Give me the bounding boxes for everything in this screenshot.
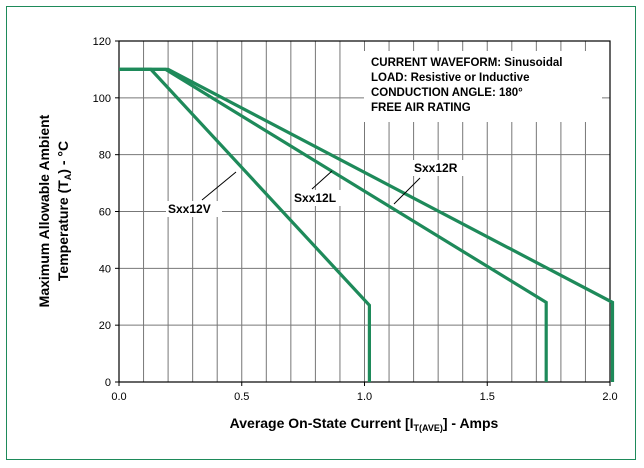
y-axis-title-tail: ) - °C <box>55 141 71 174</box>
leader-line <box>393 177 421 205</box>
x-axis-title-main: Average On-State Current [I <box>230 415 414 431</box>
series-label-sxx12r: Sxx12R <box>393 160 468 205</box>
leader-line <box>201 171 237 201</box>
x-tick-label: 0.0 <box>111 391 126 403</box>
x-tick-label: 1.5 <box>480 391 495 403</box>
x-tick-label: 1.0 <box>357 391 372 403</box>
x-axis-title-subscript: T(AVE) <box>414 423 443 433</box>
series-label-text: Sxx12L <box>294 191 336 205</box>
conditions-note-background <box>364 51 602 122</box>
series <box>119 67 615 382</box>
series-label-text: Sxx12V <box>168 202 211 216</box>
y-tick-label: 0 <box>105 377 111 389</box>
x-axis-title: Average On-State Current [IT(AVE)] - Amp… <box>230 415 499 433</box>
note-line-4: FREE AIR RATING <box>371 102 471 114</box>
series-label-background <box>292 190 348 206</box>
y-axis-title-line-2: Temperature (TA) - °C <box>55 141 73 281</box>
series-label-background <box>166 201 222 217</box>
x-tick-label: 2.0 <box>602 391 617 403</box>
note-line-3: CONDUCTION ANGLE: 180° <box>371 87 523 99</box>
note-line-1: CURRENT WAVEFORM: Sinusoidal <box>371 57 562 69</box>
y-axis-title-line-1: Maximum Allowable Ambient <box>36 114 52 307</box>
y-tick-label: 80 <box>99 150 111 162</box>
series-label-sxx12l: Sxx12L <box>292 170 348 206</box>
series-line-sxx12r <box>119 67 615 382</box>
ticks: 0.0 0.5 1.0 1.5 2.0 0 20 40 60 80 100 120 <box>93 36 618 403</box>
y-tick-label: 120 <box>93 36 111 48</box>
leader-line <box>311 170 333 190</box>
series-label-text: Sxx12R <box>414 161 458 175</box>
y-tick-label: 60 <box>99 207 111 219</box>
series-label-sxx12v: Sxx12V <box>166 171 237 217</box>
y-tick-label: 20 <box>99 320 111 332</box>
y-axis-title-subscript: A <box>63 173 73 180</box>
conditions-note: CURRENT WAVEFORM: Sinusoidal LOAD: Resis… <box>364 51 602 122</box>
y-axis-title: Maximum Allowable Ambient Temperature (T… <box>36 114 73 307</box>
y-tick-label: 40 <box>99 263 111 275</box>
note-line-2: LOAD: Resistive or Inductive <box>371 72 529 84</box>
x-tick-label: 0.5 <box>234 391 249 403</box>
y-tick-label: 100 <box>93 93 111 105</box>
x-axis-title-tail: ] - Amps <box>443 415 499 431</box>
series-label-background <box>412 160 468 176</box>
y-axis-title-main: Temperature (T <box>55 180 71 281</box>
